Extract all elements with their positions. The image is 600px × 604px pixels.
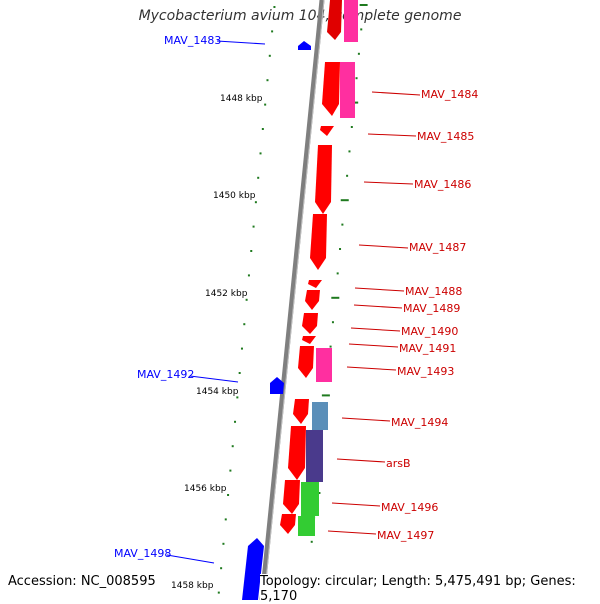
tick-mark — [268, 54, 271, 57]
gene-label[interactable]: MAV_1487 — [409, 241, 466, 254]
feature-block[interactable] — [306, 430, 323, 482]
feature-block[interactable] — [301, 482, 319, 516]
forward-strand-features — [280, 0, 342, 534]
tick-mark — [259, 152, 262, 155]
gene-label[interactable]: MAV_1484 — [421, 88, 478, 101]
tick-mark — [245, 298, 248, 301]
gene-feature[interactable] — [280, 514, 296, 534]
tick-mark — [254, 201, 257, 204]
tick-mark — [238, 372, 241, 374]
gene-label[interactable]: MAV_1488 — [405, 285, 462, 298]
feature-block[interactable] — [340, 62, 355, 118]
gene-feature[interactable] — [310, 214, 327, 270]
tick-mark — [231, 445, 234, 448]
feature-block[interactable] — [298, 516, 315, 536]
gene-label[interactable]: MAV_1493 — [397, 365, 454, 378]
gene-label[interactable]: MAV_1491 — [399, 342, 456, 355]
tick-mark — [222, 542, 225, 545]
gene-label[interactable]: MAV_1497 — [377, 529, 434, 542]
gene-feature[interactable] — [283, 480, 300, 514]
tick-mark — [252, 225, 255, 228]
gene-label[interactable]: arsB — [386, 457, 411, 470]
tick-mark — [310, 540, 313, 543]
tick-mark — [217, 591, 220, 594]
gene-feature[interactable] — [288, 426, 306, 480]
tick-mark — [243, 323, 246, 326]
gene-feature[interactable] — [315, 145, 332, 214]
tick-mark — [331, 296, 340, 299]
tick-marks-outer — [217, 6, 276, 594]
gene-label[interactable]: MAV_1489 — [403, 302, 460, 315]
kbp-label: 1450 kbp — [213, 191, 256, 201]
tick-mark — [227, 494, 230, 496]
kbp-label: 1456 kbp — [184, 484, 227, 494]
pink-features — [316, 0, 358, 382]
tick-mark — [240, 347, 243, 350]
left-gene-labels: MAV_1483 MAV_1492 MAV_1498 — [114, 34, 266, 564]
genome-backbone — [259, 0, 325, 600]
gene-feature[interactable] — [302, 336, 316, 344]
reverse-strand-features — [242, 41, 311, 600]
gene-label[interactable]: MAV_1494 — [391, 416, 448, 429]
tick-mark — [261, 128, 264, 130]
tick-mark — [321, 394, 330, 397]
kbp-label: 1448 kbp — [220, 94, 263, 104]
gene-label[interactable]: MAV_1483 — [164, 34, 221, 47]
gene-feature[interactable] — [270, 377, 284, 394]
tick-mark — [346, 174, 349, 177]
gene-label[interactable]: MAV_1496 — [381, 501, 438, 514]
feature-block[interactable] — [316, 348, 332, 382]
gene-label[interactable]: MAV_1486 — [414, 178, 471, 191]
kbp-label: 1454 kbp — [196, 387, 239, 397]
tick-mark — [271, 30, 274, 33]
gene-feature[interactable] — [298, 346, 314, 378]
tick-mark — [229, 469, 232, 472]
kbp-scale: 1448 kbp 1450 kbp 1452 kbp 1454 kbp 1456… — [171, 94, 263, 591]
tick-mark — [350, 126, 353, 128]
tick-mark — [341, 223, 344, 226]
gene-label[interactable]: MAV_1490 — [401, 325, 458, 338]
tick-mark — [359, 4, 368, 6]
map-title: Mycobacterium avium 104, complete genome — [138, 8, 462, 24]
gene-feature[interactable] — [327, 0, 342, 40]
tick-mark — [355, 77, 358, 80]
tick-mark — [250, 250, 253, 252]
gene-feature[interactable] — [320, 126, 334, 136]
tick-mark — [224, 518, 227, 521]
tick-mark — [360, 28, 363, 31]
tick-mark — [264, 103, 267, 106]
gene-feature[interactable] — [242, 538, 264, 600]
tick-mark — [336, 272, 339, 275]
tick-mark — [247, 274, 250, 277]
tick-mark — [348, 150, 351, 153]
tick-mark — [266, 79, 269, 82]
kbp-label: 1458 kbp — [171, 581, 214, 591]
gene-feature[interactable] — [308, 280, 322, 288]
gene-label[interactable]: MAV_1485 — [417, 130, 474, 143]
tick-mark — [273, 6, 276, 8]
tick-mark — [220, 567, 223, 570]
tick-mark — [331, 321, 334, 324]
feature-block[interactable] — [312, 402, 328, 430]
gene-feature[interactable] — [305, 290, 320, 310]
tick-mark — [340, 199, 349, 202]
feature-block[interactable] — [344, 0, 358, 42]
accession-text: Accession: NC_008595 — [8, 574, 156, 589]
gene-feature[interactable] — [298, 41, 311, 50]
colored-features — [298, 402, 328, 536]
tick-mark — [236, 396, 239, 399]
tick-mark — [339, 248, 342, 250]
gene-feature[interactable] — [322, 62, 340, 116]
kbp-label: 1452 kbp — [205, 289, 248, 299]
gene-label[interactable]: MAV_1492 — [137, 368, 194, 381]
right-gene-labels: MAV_1484 MAV_1485 MAV_1486 MAV_1487 MAV_… — [327, 88, 478, 542]
gene-label[interactable]: MAV_1498 — [114, 547, 171, 560]
tick-mark — [257, 176, 260, 179]
tick-mark — [234, 420, 237, 423]
tick-mark — [357, 52, 360, 55]
gene-feature[interactable] — [293, 399, 309, 424]
gene-feature[interactable] — [302, 313, 318, 334]
tick-mark — [329, 345, 332, 348]
